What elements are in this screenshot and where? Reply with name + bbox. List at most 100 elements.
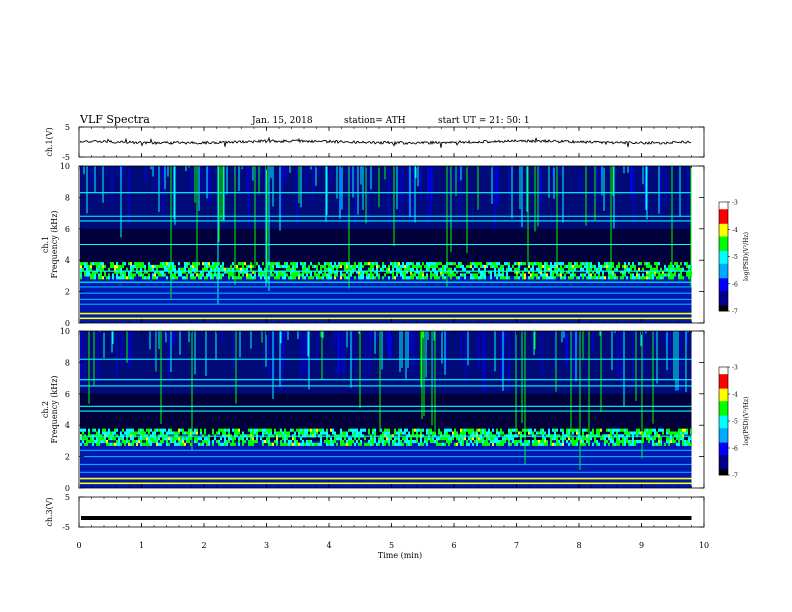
ch1-spectrogram-cell (192, 267, 194, 271)
ch2-spectrogram-cell (82, 439, 84, 444)
ch2-colorbar-tick-label: -4 (732, 392, 738, 399)
ch1-spectrogram-cell (592, 270, 594, 274)
ch2-spectrogram-cell (618, 428, 620, 432)
ch1-spectrogram-cell (282, 264, 284, 269)
ch1-spectrogram-cell (516, 276, 518, 280)
ch1-spectrogram-cell (110, 264, 112, 269)
ch2-spectrogram-cell (506, 437, 508, 441)
ch1-spectrogram-cell (164, 264, 166, 269)
ch2-spectrogram-cell (554, 437, 556, 441)
ch2-spectrogram-cell (678, 439, 680, 444)
ch2-spectrogram-cell (280, 442, 282, 446)
ch2-spectrogram-cell (496, 439, 498, 444)
ch2-spectrogram-cell (470, 431, 472, 435)
ch2-spectrogram-cell (166, 437, 168, 441)
ch2-colorbar-segment (719, 458, 728, 461)
ch1-spectrogram-cell (132, 273, 134, 277)
ch2-spectrogram-cell (360, 439, 362, 444)
ch1-spectrogram-cell (546, 267, 548, 271)
ch2-spectrogram-cell (80, 428, 82, 432)
ch1-spectrogram-cell (232, 262, 234, 266)
ch2-spectrogram-cell (534, 437, 536, 441)
ch1-spectrogram-cell (172, 273, 174, 277)
ch2-spectrogram-cell (610, 428, 612, 432)
ch1-spectrogram-cell (232, 276, 234, 280)
ch2-spectrogram-cell (252, 439, 254, 444)
ch2-spectrogram-cell (96, 439, 98, 444)
ch1-spectrogram-cell (610, 276, 612, 280)
ch1-spectrogram-cell (186, 276, 188, 280)
ch2-spectrogram-cell (272, 442, 274, 446)
ch2-spectrogram-cell (472, 442, 474, 446)
ch2-spectrogram-cell (348, 428, 350, 432)
ch2-spectrogram-cell (510, 431, 512, 435)
ch1-spectrogram-cell (116, 270, 118, 274)
ch2-spectrogram-cell (180, 442, 182, 446)
ch1-spectrogram-cell (598, 270, 600, 274)
ch2-spectrogram-cell (320, 439, 322, 444)
ch2-colorbar-segment (719, 467, 728, 470)
ch1-spectrogram-cell (112, 262, 114, 266)
ch1-spectrogram-cell (466, 270, 468, 274)
ch2-spectrogram-cell (178, 437, 180, 441)
ch1-spectrogram-cell (294, 262, 296, 266)
ch1-spectrogram-cell (124, 270, 126, 274)
ch2-spectrogram-cell (134, 439, 136, 444)
ch2-spectrogram-cell (384, 428, 386, 432)
ch2-spectrogram-cell (656, 442, 658, 446)
ch2-spectrogram-cell (236, 431, 238, 435)
ch2-spectrogram-cell (306, 431, 308, 435)
ch2-spectrogram-cell (450, 428, 452, 432)
ch1-spectrogram-cell (434, 264, 436, 269)
ch2-spectrogram-cell (610, 439, 612, 444)
ch2-spectrogram-cell (284, 442, 286, 446)
ch2-spectrogram-cell (666, 437, 668, 441)
ch2-spectrogram-cell (592, 428, 594, 432)
ch1-spectrogram-ytick-label: 4 (65, 256, 70, 265)
ch1-spectrogram-cell (494, 267, 496, 271)
ch2-spectrogram-cell (92, 428, 94, 432)
ch1-spectrogram-cell (132, 267, 134, 271)
ch2-spectrogram-cell (204, 439, 206, 444)
ch2-spectrogram-cell (526, 442, 528, 446)
ch1-spectrogram-cell (560, 273, 562, 277)
ch1-spectrogram-cell (678, 273, 680, 277)
ch2-spectrogram-cell (194, 431, 196, 435)
ch2-spectrogram-cell (280, 428, 282, 432)
ch1-spectrogram-cell (242, 262, 244, 266)
ch1-spectrogram-cell (124, 273, 126, 277)
ch1-spectrogram-cell (344, 276, 346, 280)
ch2-spectrogram-cell (580, 442, 582, 446)
ch2-spectrogram-cell (102, 437, 104, 441)
ch1-spectrogram-cell (686, 264, 688, 269)
ch2-spectrogram-cell (560, 428, 562, 432)
ch2-spectrogram-cell (502, 442, 504, 446)
ch2-spectrogram-cell (132, 437, 134, 441)
ch1-spectrogram-cell (288, 267, 290, 271)
ch2-spectrogram-cell (94, 439, 96, 444)
ch1-spectrogram-cell (118, 267, 120, 271)
ch1-spectrogram-cell (192, 262, 194, 266)
ch1-spectrogram-cell (418, 276, 420, 280)
ch1-spectrogram-cell (664, 264, 666, 269)
ch1-spectrogram-cell (596, 267, 598, 271)
ch1-spectrogram-cell (502, 264, 504, 269)
ch1-spectrogram-cell (570, 276, 572, 280)
ch1-spectrogram-cell (120, 264, 122, 269)
ch2-spectrogram-cell (152, 431, 154, 435)
ch1-spectrogram-cell (294, 270, 296, 274)
ch1-spectrogram-cell (216, 262, 218, 266)
ch1-spectrogram-cell (100, 262, 102, 266)
ch2-spectrogram-cell (82, 437, 84, 441)
ch1-spectrogram-cell (640, 262, 642, 266)
ch1-spectrogram-cell (360, 273, 362, 277)
ch2-spectrogram-cell (652, 442, 654, 446)
ch1-spectrogram-cell (90, 264, 92, 269)
ch1-spectrogram-cell (376, 264, 378, 269)
ch1-spectrogram-cell (198, 262, 200, 266)
ch1-spectrogram-cell (318, 273, 320, 277)
ch1-spectrogram-cell (632, 276, 634, 280)
ch1-spectrogram-cell (596, 270, 598, 274)
ch2-spectrogram-cell (676, 442, 678, 446)
ch2-spectrogram-cell (166, 442, 168, 446)
